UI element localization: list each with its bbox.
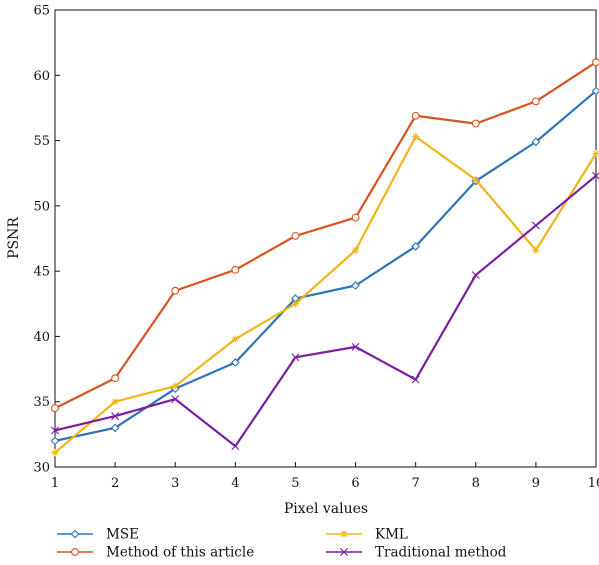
data-point-method-of-this-article [531, 97, 540, 106]
x-tick-label: 8 [472, 476, 480, 491]
data-point-traditional-method [592, 171, 599, 180]
data-point-traditional-method [171, 395, 180, 404]
data-point-kml [171, 382, 179, 390]
data-point-traditional-method [531, 221, 540, 230]
series-mse [50, 86, 599, 446]
data-point-method-of-this-article [51, 404, 59, 413]
data-point-kml [472, 176, 480, 184]
data-point-mse [531, 137, 541, 147]
data-point-method-of-this-article [231, 265, 240, 274]
data-point-mse [351, 281, 360, 290]
data-point-method-of-this-article [111, 374, 120, 383]
series-layer [50, 58, 599, 457]
data-point-traditional-method [411, 375, 420, 384]
legend-swatch-marker [70, 529, 80, 539]
data-point-traditional-method [471, 271, 480, 280]
x-tick-label: 4 [231, 476, 239, 491]
data-point-traditional-method [111, 412, 120, 421]
y-axis-label: PSNR [6, 217, 22, 259]
axes: 303540455055606512345678910 [33, 4, 599, 492]
series-line-method-of-this-article [54, 61, 597, 410]
legend-item-traditional-method: Traditional method [326, 545, 507, 561]
series-method-of-this-article [51, 58, 599, 413]
data-point-traditional-method [351, 342, 360, 351]
plot-frame [54, 9, 597, 468]
series-line-kml [54, 135, 597, 454]
legend: MSE KML Method of this article Traditional … [57, 527, 507, 561]
y-tick-label: 65 [33, 4, 50, 19]
x-tick-label: 3 [171, 476, 179, 491]
data-point-kml [231, 335, 239, 343]
data-point-mse [230, 358, 240, 367]
legend-label: MSE [106, 527, 139, 543]
x-tick-label: 9 [532, 476, 540, 491]
x-tick-label: 1 [51, 476, 59, 491]
data-point-kml [412, 133, 420, 141]
data-point-traditional-method [291, 353, 300, 362]
data-point-method-of-this-article [291, 231, 300, 240]
data-point-method-of-this-article [592, 58, 599, 67]
data-point-kml [111, 398, 119, 406]
data-point-method-of-this-article [171, 286, 180, 295]
legend-item-mse: MSE [57, 527, 139, 543]
legend-item-kml: KML [326, 527, 408, 543]
legend-label: Traditional method [375, 545, 507, 561]
y-tick-label: 60 [33, 69, 50, 84]
data-point-method-of-this-article [351, 213, 360, 222]
y-tick-label: 35 [33, 395, 50, 410]
data-point-mse [411, 241, 421, 251]
x-axis-label: Pixel values [284, 501, 368, 517]
y-tick-label: 45 [33, 265, 50, 280]
legend-swatch-marker [340, 530, 348, 538]
series-line-mse [54, 90, 597, 442]
y-tick-label: 40 [33, 330, 50, 345]
series-kml [51, 133, 599, 457]
x-tick-label: 7 [412, 476, 420, 491]
data-point-mse [591, 86, 599, 96]
data-point-kml [592, 150, 599, 158]
data-point-traditional-method [231, 442, 240, 451]
legend-swatch-marker [340, 548, 348, 556]
data-point-mse [50, 436, 60, 446]
y-tick-label: 50 [33, 199, 50, 214]
x-tick-label: 2 [111, 476, 119, 491]
data-point-kml [291, 300, 300, 308]
data-point-method-of-this-article [471, 119, 480, 128]
data-point-kml [351, 246, 360, 254]
x-tick-label: 6 [351, 476, 359, 491]
legend-swatch-marker [71, 548, 79, 556]
y-tick-label: 30 [33, 461, 50, 476]
series-traditional-method [51, 171, 599, 451]
x-tick-label: 10 [588, 476, 599, 491]
y-tick-label: 55 [33, 134, 50, 149]
data-point-mse [110, 423, 120, 433]
legend-item-method-of-this-article: Method of this article [57, 545, 254, 561]
x-tick-label: 5 [291, 476, 299, 491]
series-line-traditional-method [54, 174, 597, 448]
data-point-traditional-method [51, 426, 59, 435]
legend-label: Method of this article [106, 545, 254, 561]
legend-label: KML [375, 527, 408, 543]
data-point-kml [532, 246, 540, 254]
data-point-kml [51, 449, 59, 457]
data-point-method-of-this-article [411, 111, 420, 120]
